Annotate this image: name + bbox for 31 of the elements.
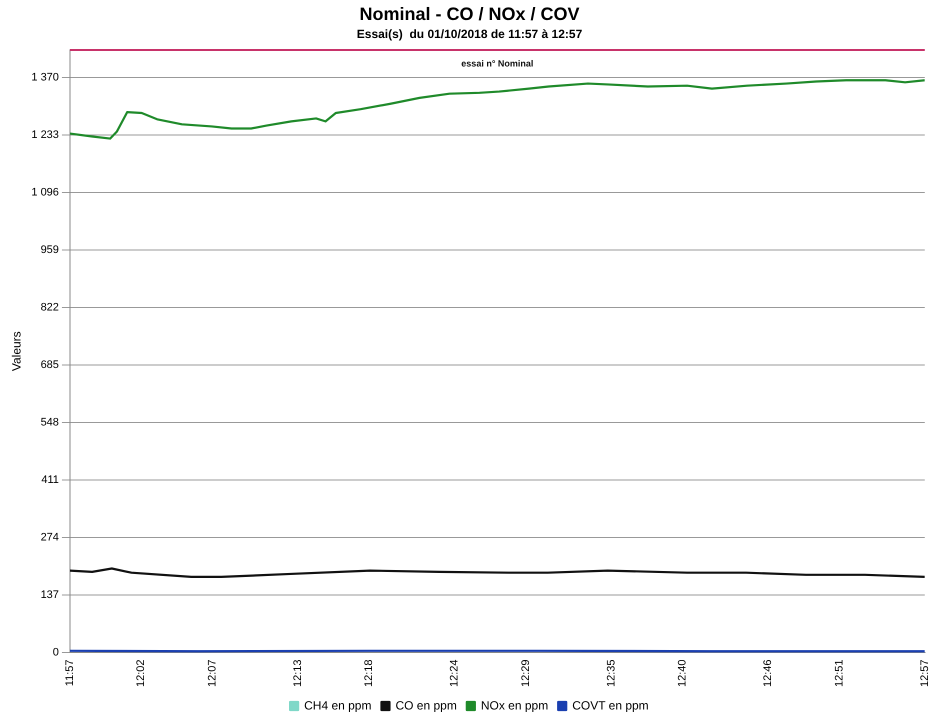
x-tick-label: 12:24 <box>448 659 461 688</box>
legend-label: COVT en ppm <box>572 698 649 712</box>
y-tick-label: 274 <box>40 531 59 544</box>
legend-label: CO en ppm <box>395 698 457 712</box>
x-tick-label: 12:02 <box>135 659 148 688</box>
x-tick-label: 12:51 <box>833 659 846 688</box>
y-tick-label: 411 <box>41 474 59 486</box>
y-tick-label: 1 096 <box>31 186 59 198</box>
x-tick-label: 12:18 <box>363 659 376 688</box>
x-tick-label: 11:57 <box>64 659 76 686</box>
x-tick-label: 12:40 <box>676 659 689 688</box>
chart-title: Nominal - CO / NOx / COV <box>359 4 580 24</box>
legend-label: NOx en ppm <box>480 698 548 712</box>
y-tick-label: 959 <box>40 244 59 256</box>
y-tick-label: 0 <box>52 646 59 659</box>
x-tick-label: 12:07 <box>206 659 218 688</box>
legend-label: CH4 en ppm <box>304 698 372 712</box>
x-tick-label: 12:13 <box>292 659 304 688</box>
x-tick-label: 12:35 <box>605 659 618 688</box>
chart-subtitle: Essai(s) du 01/10/2018 de 11:57 à 12:57 <box>356 27 583 42</box>
annotation: essai n° Nominal <box>461 58 534 68</box>
y-tick-label: 1 233 <box>31 128 59 141</box>
y-tick-label: 822 <box>40 301 59 314</box>
y-tick-label: 685 <box>40 358 59 371</box>
y-axis-title: Valeurs <box>10 331 24 372</box>
y-tick-label: 1 370 <box>31 71 59 84</box>
y-tick-label: 548 <box>40 416 59 428</box>
x-tick-label: 12:57 <box>918 659 931 688</box>
x-tick-label: 12:29 <box>520 659 532 688</box>
y-tick-label: 137 <box>40 588 59 601</box>
x-tick-label: 12:46 <box>762 659 774 688</box>
